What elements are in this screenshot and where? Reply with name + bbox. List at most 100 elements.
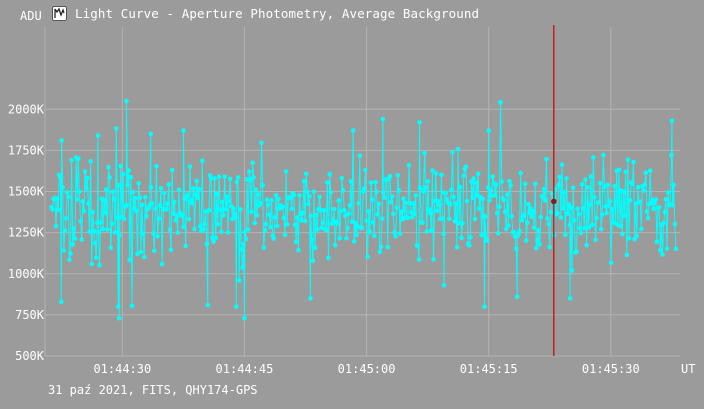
- data-point: [165, 201, 170, 206]
- data-point: [631, 159, 636, 165]
- data-point: [345, 226, 350, 231]
- data-point: [434, 208, 440, 213]
- data-point: [115, 215, 120, 220]
- data-point: [251, 175, 256, 180]
- data-point: [529, 214, 535, 220]
- y-tick-label: 1250K: [8, 226, 45, 240]
- data-point: [328, 190, 334, 195]
- data-point: [565, 211, 570, 217]
- data-point: [385, 244, 391, 250]
- data-point: [526, 202, 531, 207]
- data-point: [620, 231, 625, 237]
- data-point: [250, 160, 255, 165]
- data-point: [295, 215, 300, 220]
- data-point: [456, 221, 462, 226]
- data-point: [106, 164, 111, 170]
- data-point: [401, 196, 406, 201]
- data-point: [497, 204, 502, 209]
- data-point: [548, 209, 554, 215]
- data-point: [356, 200, 362, 206]
- data-point: [559, 162, 565, 167]
- data-point: [140, 231, 146, 236]
- data-point: [335, 220, 340, 226]
- data-point: [509, 214, 514, 219]
- data-point: [644, 209, 650, 214]
- data-point: [164, 206, 169, 212]
- data-point: [53, 224, 59, 229]
- data-point: [410, 214, 415, 220]
- data-point: [474, 192, 480, 198]
- data-point: [431, 257, 436, 262]
- data-point: [377, 249, 383, 255]
- data-point: [411, 201, 416, 206]
- data-point: [426, 206, 432, 212]
- data-point: [344, 236, 349, 241]
- data-point: [353, 220, 358, 226]
- data-point: [114, 126, 119, 131]
- data-point: [517, 228, 522, 234]
- data-point: [179, 213, 185, 218]
- data-point: [480, 196, 486, 202]
- data-point: [273, 193, 279, 198]
- data-point: [224, 194, 230, 199]
- data-point: [507, 178, 512, 184]
- data-point: [181, 224, 186, 230]
- data-point: [654, 239, 660, 244]
- data-point: [79, 237, 84, 242]
- data-point: [449, 187, 454, 193]
- data-point: [605, 182, 611, 188]
- data-point: [71, 226, 77, 231]
- data-point: [546, 221, 551, 227]
- data-point: [577, 225, 583, 231]
- data-point: [444, 196, 450, 202]
- data-point: [261, 245, 267, 250]
- data-point: [133, 195, 138, 201]
- data-point: [594, 215, 599, 221]
- data-point: [317, 194, 322, 200]
- data-point: [141, 254, 147, 260]
- data-point: [137, 195, 143, 200]
- data-point: [169, 167, 175, 173]
- data-point: [139, 202, 145, 208]
- data-point: [74, 196, 80, 202]
- data-point: [669, 118, 675, 124]
- data-point: [330, 217, 336, 223]
- data-point: [174, 213, 179, 218]
- data-point: [265, 202, 271, 207]
- x-axis-unit-label: UT: [681, 362, 695, 376]
- data-point: [535, 238, 540, 243]
- data-point: [367, 229, 373, 235]
- data-point: [69, 158, 74, 163]
- data-point: [489, 193, 494, 199]
- data-point: [464, 198, 470, 204]
- data-point: [82, 169, 88, 174]
- data-point: [86, 201, 91, 206]
- data-point: [589, 222, 595, 228]
- data-point: [379, 216, 385, 221]
- data-point: [513, 246, 519, 251]
- data-point: [100, 226, 106, 232]
- time-cursor[interactable]: [551, 25, 557, 356]
- data-point: [632, 237, 637, 242]
- data-point: [148, 131, 154, 137]
- data-point: [473, 180, 479, 186]
- data-point: [326, 255, 331, 261]
- data-point: [450, 150, 455, 155]
- data-point: [143, 194, 148, 200]
- data-point: [343, 213, 348, 218]
- data-point: [587, 202, 593, 207]
- data-point: [563, 232, 568, 238]
- data-point: [448, 201, 453, 207]
- data-point: [187, 164, 193, 169]
- data-point: [531, 225, 537, 230]
- data-point: [62, 228, 68, 234]
- data-point: [373, 179, 378, 185]
- data-point: [420, 220, 425, 226]
- data-point: [575, 206, 580, 212]
- data-point: [319, 225, 325, 230]
- data-point: [223, 207, 229, 212]
- data-point: [651, 206, 656, 212]
- data-point: [138, 249, 144, 255]
- data-point: [340, 188, 346, 193]
